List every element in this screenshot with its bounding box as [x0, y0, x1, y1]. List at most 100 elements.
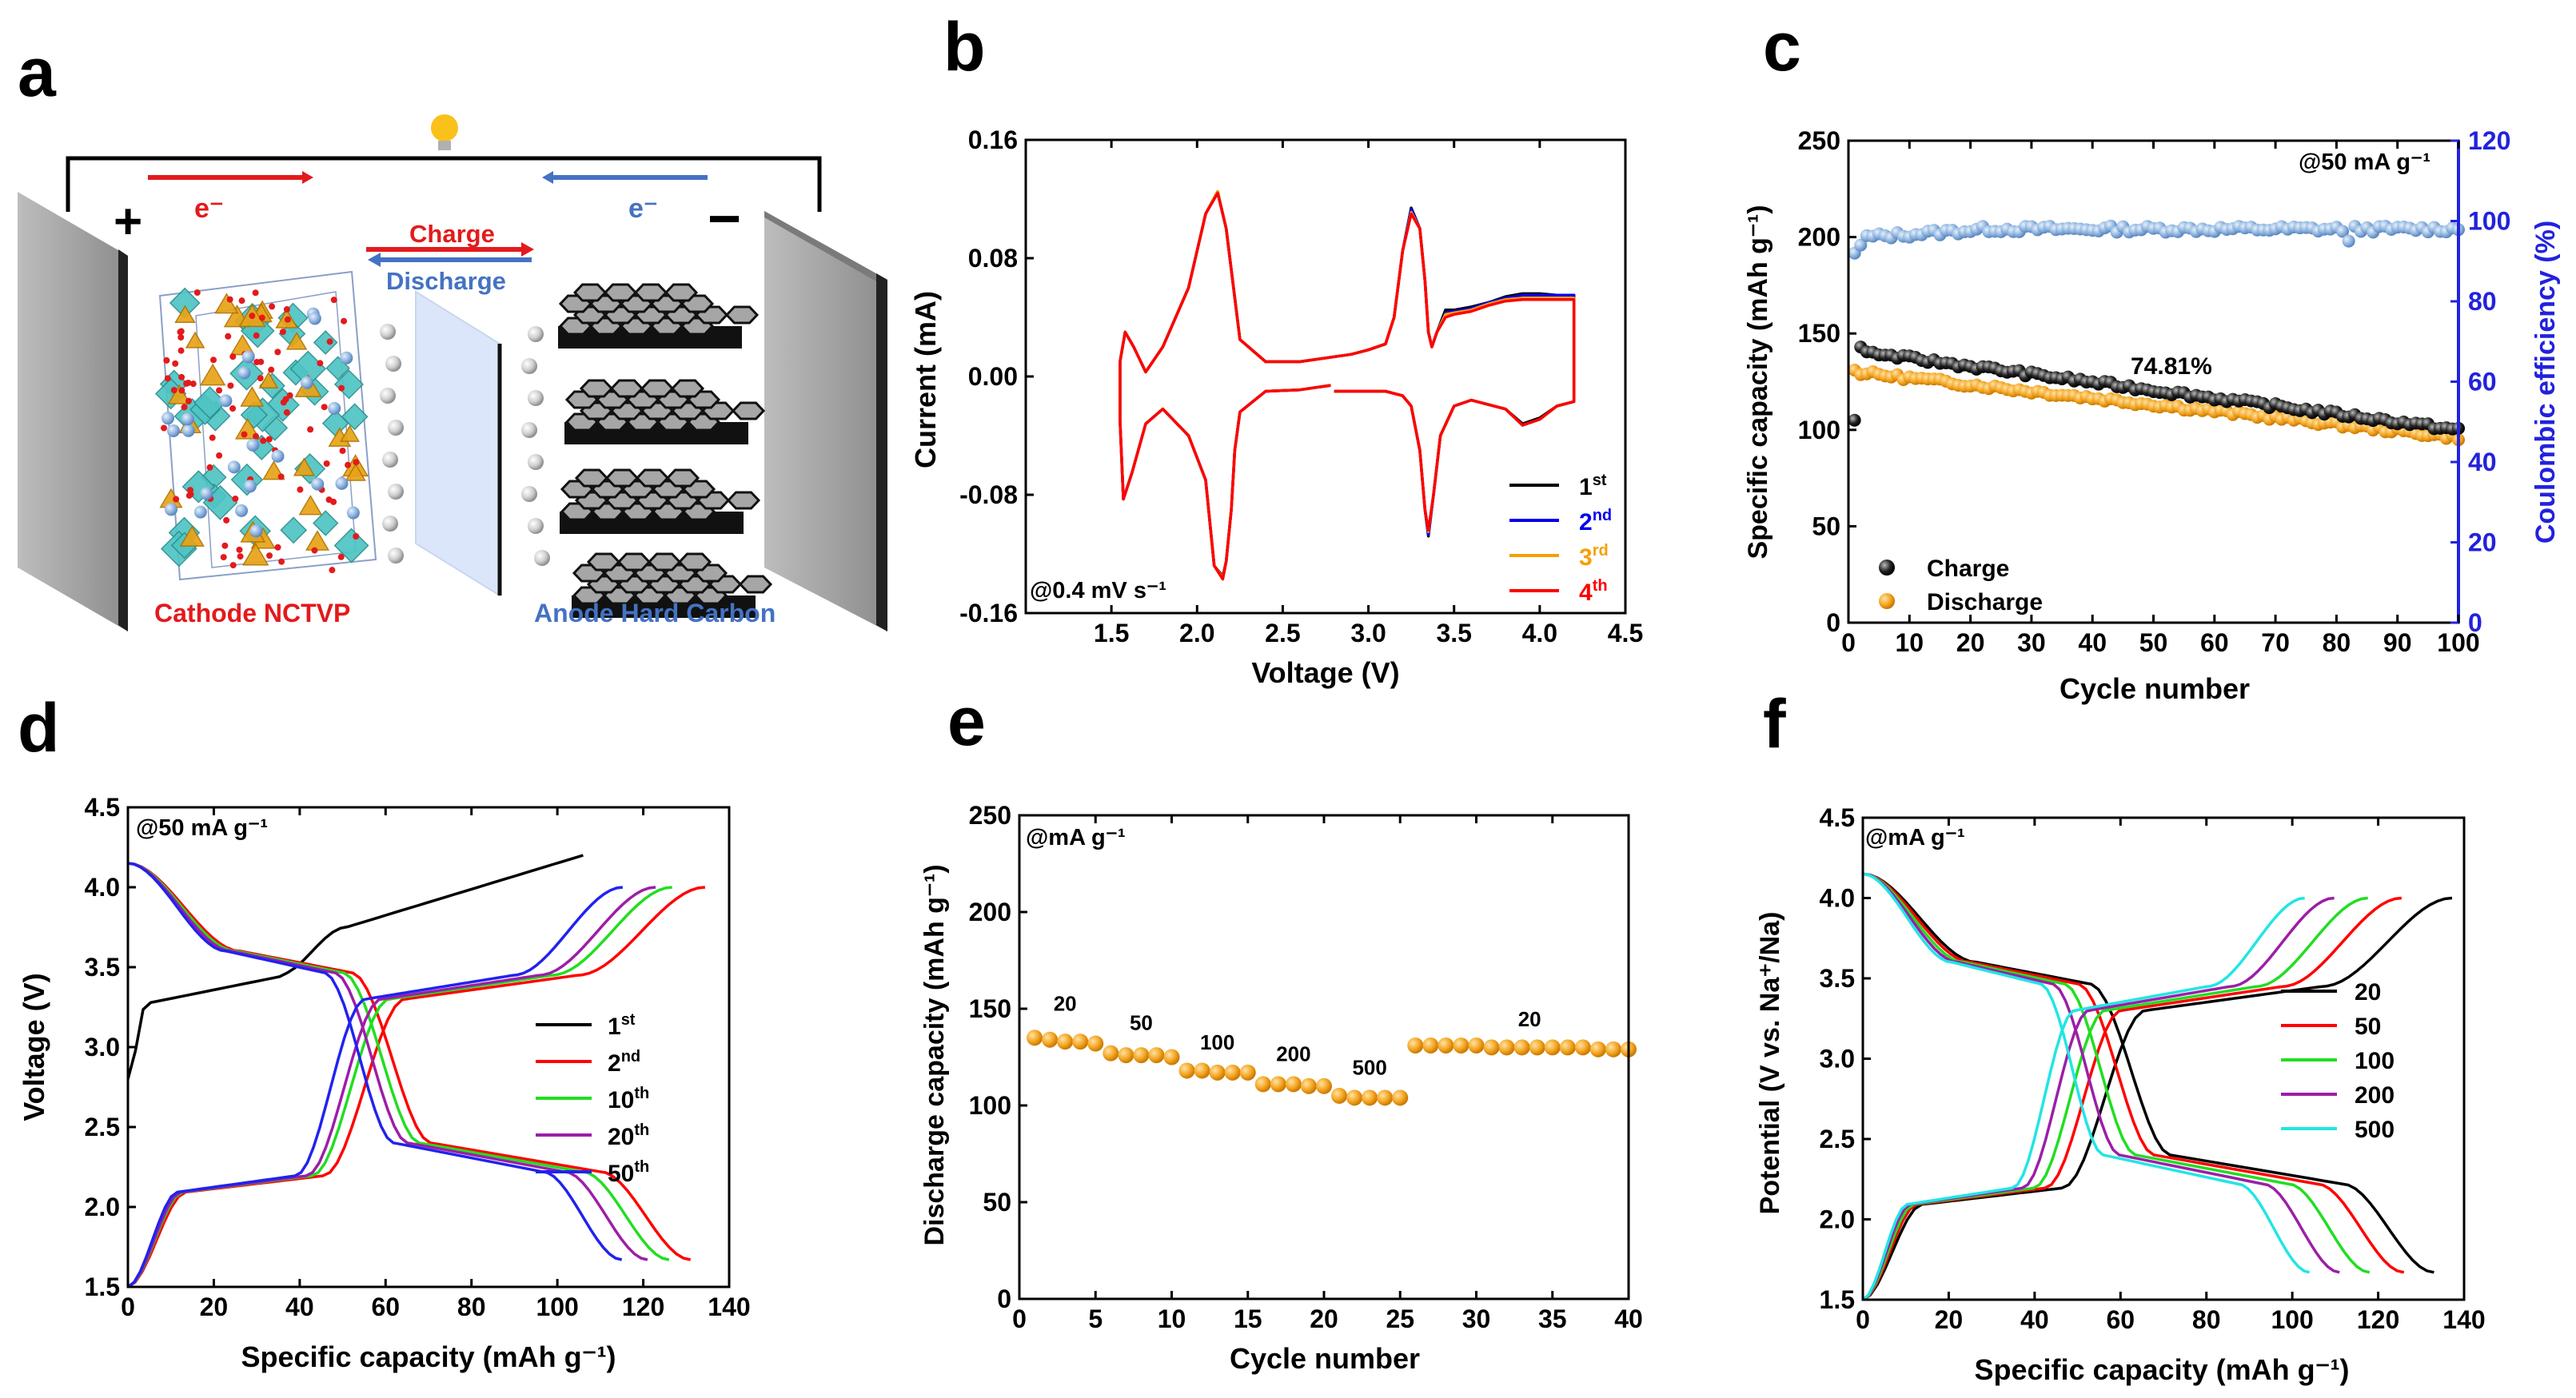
- oxygen-atom: [353, 459, 360, 466]
- arrowhead-icon: [521, 242, 534, 257]
- octahedron-shape: [341, 403, 369, 431]
- oxygen-atom: [339, 447, 346, 454]
- x-tick-label: 4.5: [1608, 619, 1643, 647]
- x-tick-label: 10: [1896, 628, 1924, 657]
- oxygen-atom: [282, 396, 289, 403]
- hard-carbon-layers: [558, 283, 773, 618]
- y-tick-label: 200: [1798, 223, 1840, 252]
- oxygen-atom: [268, 366, 275, 373]
- x-tick-label: 140: [708, 1292, 750, 1321]
- y-tick-label: 200: [969, 898, 1011, 926]
- rate-point: [1118, 1047, 1134, 1064]
- oxygen-atom: [326, 338, 333, 345]
- charge-curve-1: [126, 854, 584, 1080]
- sodium-site: [249, 524, 263, 538]
- discharge-curve-500: [1862, 872, 2311, 1274]
- oxygen-atom: [265, 436, 273, 443]
- sodium-site: [300, 376, 313, 389]
- legend-entry-sup: st: [1593, 472, 1607, 489]
- x-tick-label: 80: [457, 1292, 486, 1321]
- rate-label: 20: [1054, 991, 1077, 1015]
- electron-label-left: e⁻: [194, 193, 224, 224]
- tetrahedron-shape: [293, 457, 316, 476]
- oxygen-atom: [181, 404, 188, 411]
- c-ylabel: Specific capacity (mAh g⁻¹): [1743, 205, 1773, 559]
- cv-curve-cycle-3: [1119, 189, 1576, 580]
- legend-entry-base: 4: [1579, 580, 1593, 606]
- oxygen-atom: [189, 380, 197, 388]
- graphite-hexagon: [586, 552, 621, 572]
- y-tick-label: 1.5: [1820, 1285, 1855, 1314]
- sodium-ion: [385, 356, 401, 372]
- graphite-hexagon: [604, 468, 640, 488]
- c-xlabel: Cycle number: [2060, 672, 2250, 705]
- rate-point: [1589, 1041, 1606, 1057]
- x-tick-label: 40: [2020, 1305, 2049, 1334]
- tetrahedron-shape: [285, 331, 308, 350]
- legend-entry: 2nd: [608, 1048, 640, 1077]
- panel-letter-a: a: [18, 34, 57, 111]
- sodium-site: [227, 460, 241, 474]
- tetrahedron-shape: [241, 543, 269, 566]
- oxygen-atom: [161, 424, 168, 432]
- rate-label: 100: [1200, 1030, 1234, 1054]
- cv-curve-cycle-4: [1119, 191, 1576, 581]
- oxygen-atom: [260, 437, 267, 444]
- x-tick-label: 2.0: [1179, 619, 1214, 647]
- oxygen-atom: [232, 495, 239, 502]
- legend-entry-sup: nd: [1593, 507, 1612, 524]
- sodium-ion: [380, 388, 396, 404]
- graphite-hexagon: [579, 379, 614, 398]
- cathode-label: Cathode NCTVP: [154, 599, 350, 627]
- oxygen-atom: [183, 380, 190, 387]
- sodium-ion: [521, 486, 537, 502]
- d-annotation: @50 mA g⁻¹: [136, 815, 268, 841]
- rate-label: 50: [1130, 1011, 1153, 1035]
- graphite-hexagon: [665, 468, 700, 488]
- legend-discharge-marker: [1879, 593, 1895, 609]
- sodium-ion: [380, 324, 396, 340]
- y-tick-label: 2.5: [1820, 1125, 1855, 1153]
- c-y2label: Coulombic efficiency (%): [2530, 221, 2561, 544]
- legend-entry-base: 20: [608, 1124, 634, 1150]
- b-xlabel: Voltage (V): [1251, 656, 1399, 689]
- x-tick-label: 40: [285, 1292, 314, 1321]
- b-ylabel: Current (mA): [909, 291, 942, 468]
- anode-collector-edge: [876, 273, 887, 631]
- rate-point: [1362, 1089, 1378, 1106]
- e-annotation: @mA g⁻¹: [1026, 825, 1126, 850]
- tetrahedron-shape: [240, 386, 265, 407]
- oxygen-atom: [185, 397, 192, 404]
- oxygen-atom: [253, 358, 261, 365]
- x-tick-label: 15: [1234, 1304, 1262, 1333]
- rate-point: [1072, 1034, 1089, 1050]
- y-tick-label: 0.16: [968, 125, 1018, 154]
- y-tick-label: 3.0: [1820, 1045, 1855, 1073]
- sodium-site: [219, 394, 233, 408]
- sodium-ions: [380, 324, 550, 566]
- legend-discharge-label: Discharge: [1927, 589, 2043, 615]
- x-tick-label: 20: [200, 1292, 229, 1321]
- panel-letter-f: f: [1763, 686, 1786, 763]
- sodium-site: [335, 476, 349, 490]
- oxygen-atom: [221, 542, 229, 549]
- legend-charge-marker: [1879, 560, 1895, 576]
- sodium-ion: [528, 326, 544, 342]
- legend-entry-sup: nd: [621, 1048, 640, 1065]
- y-tick-label: 50: [983, 1188, 1011, 1217]
- tetrahedron-shape: [258, 371, 279, 389]
- nctvp-crystal-structure: [154, 270, 377, 581]
- legend-entry-sup: th: [634, 1158, 649, 1176]
- cathode-collector: [18, 192, 128, 631]
- x-tick-label: 100: [2437, 628, 2479, 657]
- oxygen-atom: [237, 553, 244, 560]
- oxygen-atom: [163, 356, 170, 364]
- y-tick-label: 150: [1798, 319, 1840, 348]
- sodium-site: [328, 401, 341, 415]
- x-tick-label: 120: [622, 1292, 664, 1321]
- x-tick-label: 100: [2271, 1305, 2313, 1334]
- legend-entry: 4th: [1579, 577, 1608, 606]
- y-tick-label: 3.0: [85, 1033, 120, 1061]
- rate-point: [1574, 1039, 1591, 1056]
- x-tick-label: 5: [1088, 1304, 1103, 1333]
